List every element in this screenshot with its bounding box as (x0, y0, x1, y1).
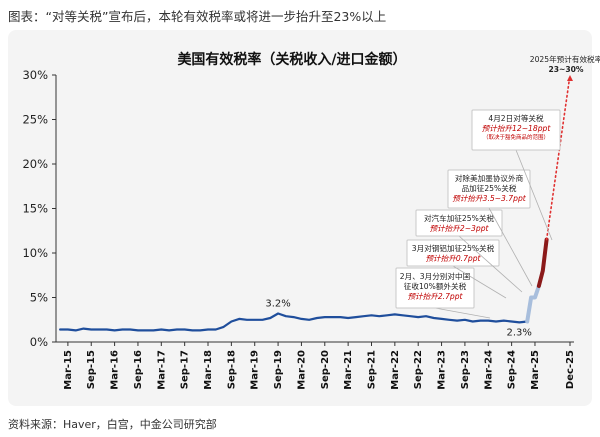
callout-text: 品加征25%关税 (462, 183, 517, 193)
callout-box (395, 267, 475, 309)
callout-impact: 预计抬升12~18ppt (482, 124, 552, 133)
x-tick-label: Sep-18 (226, 350, 237, 389)
callout-leader (434, 307, 491, 319)
series-projection-tariff-steps (525, 283, 541, 324)
y-tick-label: 10% (22, 246, 48, 260)
data-label: 2.3% (506, 328, 531, 339)
x-tick-label: Mar-25 (530, 350, 541, 390)
x-tick-label: Dec-25 (565, 350, 576, 389)
x-tick-label: Mar-24 (483, 350, 494, 390)
x-tick-label: Sep-20 (320, 350, 331, 389)
series-lines (58, 74, 573, 332)
series-projection-reciprocal (536, 237, 549, 288)
x-tick-label: Mar-18 (203, 350, 214, 390)
series-history (58, 312, 529, 332)
x-tick-label: Sep-17 (180, 350, 191, 389)
axes: 0% 5% 10% 15% 20% 25% 30% Mar-15 Sep-15 Mar-16 Sep… (22, 68, 576, 390)
x-tick-label: Mar-16 (110, 350, 121, 390)
callout-box (471, 109, 561, 151)
y-tick-label: 0% (30, 335, 48, 349)
x-tick-label: Sep-19 (273, 350, 284, 389)
series-projection-target (545, 74, 571, 241)
y-tick-label: 30% (22, 68, 48, 82)
callout-leader (452, 265, 507, 299)
callout-note: （取决于豁免商品的范围） (483, 133, 549, 141)
x-tick-label: Mar-22 (390, 350, 401, 390)
callout-leader (515, 149, 553, 241)
callout-impact: 预计抬升2~3ppt (429, 224, 489, 233)
callout-impact: 预计抬升2.7ppt (407, 292, 463, 301)
arrow-head (567, 75, 573, 81)
x-tick-label: Sep-24 (507, 350, 518, 389)
callout-leader (458, 235, 523, 293)
annotation-text: 2025年预计有效税率 (530, 54, 600, 64)
x-tick-label: Mar-15 (63, 350, 74, 390)
source-note: 资料来源：Haver，白宫，中金公司研究部 (8, 418, 217, 431)
x-tick-label: Sep-16 (133, 350, 144, 389)
x-tick-label: Mar-19 (250, 350, 261, 390)
y-tick-label: 15% (22, 202, 48, 216)
callout-text: 征收10%额外关税 (404, 281, 467, 291)
callout-text: 对汽车加征25%关税 (424, 213, 494, 223)
data-label: 3.2% (265, 299, 290, 310)
x-tick-label: Sep-15 (86, 350, 97, 389)
callout-impact: 预计抬升0.7ppt (425, 254, 481, 263)
y-tick-label: 5% (30, 291, 48, 305)
callouts: 2月、3月分别对中国征收10%额外关税预计抬升2.7ppt3月对钢铝加征25%关… (395, 109, 561, 319)
y-tick-label: 25% (22, 113, 48, 127)
x-tick-label: Mar-23 (437, 350, 448, 390)
x-tick-label: Mar-20 (296, 350, 307, 390)
callout-box (406, 239, 500, 267)
x-tick-label: Sep-22 (413, 350, 424, 389)
y-tick-label: 20% (22, 157, 48, 171)
callout-text: 3月对钢铝加征25%关税 (412, 243, 495, 253)
figure-caption: 图表：“对等关税”宣布后，本轮有效税率或将进一步抬升至23%以上 (8, 9, 387, 24)
callout-box (415, 209, 503, 237)
callout-box (447, 169, 531, 209)
chart-title: 美国有效税率（关税收入/进口金额） (177, 51, 406, 68)
callout-text: 4月2日对等关税 (488, 113, 544, 123)
callout-leader (488, 207, 533, 287)
x-tick-label: Mar-21 (343, 350, 354, 390)
x-tick-label: Sep-21 (366, 350, 377, 389)
callout-text: 对除美加墨协议外商 (455, 173, 524, 183)
callout-impact: 预计抬升3.5~3.7ppt (452, 194, 527, 203)
callout-text: 2月、3月分别对中国 (400, 271, 470, 281)
x-tick-label: Mar-17 (156, 350, 167, 390)
x-tick-label: Sep-23 (460, 350, 471, 389)
annotation-text: 23~30% (548, 65, 583, 74)
